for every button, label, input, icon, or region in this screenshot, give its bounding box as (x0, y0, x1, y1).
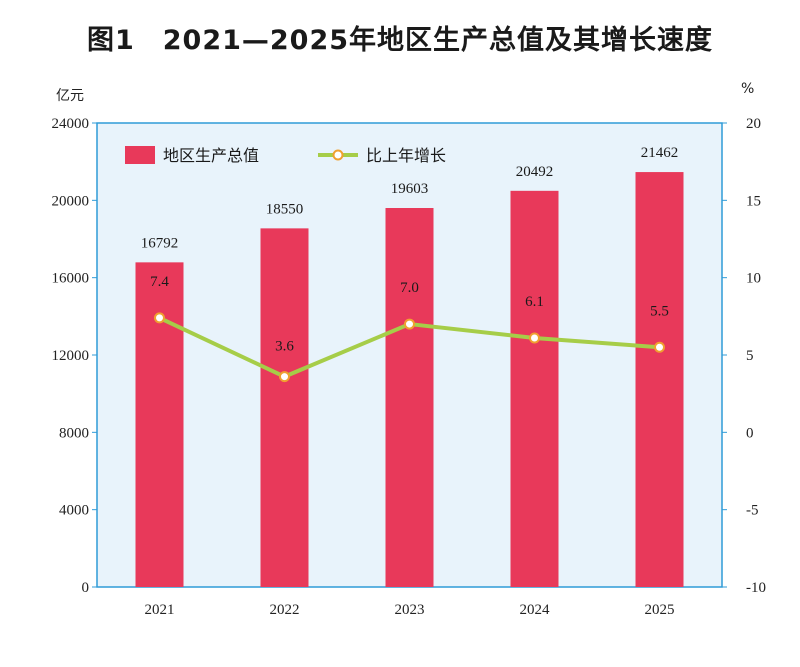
growth-value-label: 7.0 (400, 280, 419, 296)
y-left-tick-label: 24000 (52, 116, 90, 132)
x-tick-label: 2025 (645, 602, 675, 618)
y-right-tick-label: 10 (746, 271, 761, 287)
growth-point (154, 312, 165, 324)
bar (385, 208, 434, 587)
y-left-tick-label: 4000 (59, 503, 89, 519)
y-left-tick-label: 12000 (52, 348, 90, 364)
growth-point (529, 332, 540, 344)
legend-bar-swatch (125, 146, 155, 164)
legend-line-marker (332, 149, 344, 161)
x-tick-label: 2023 (395, 602, 425, 618)
y-right-tick-label: 20 (746, 116, 761, 132)
growth-value-label: 3.6 (275, 339, 294, 355)
bar-value-label: 16792 (141, 235, 179, 251)
growth-point (654, 341, 665, 353)
y-left-unit-label: 亿元 (56, 88, 84, 104)
bar (260, 228, 309, 587)
y-right-tick-label: -10 (746, 580, 766, 596)
bar (135, 262, 184, 587)
y-left-tick-label: 16000 (52, 271, 90, 287)
bar (635, 172, 684, 587)
y-right-tick-label: 5 (746, 348, 754, 364)
x-tick-label: 2021 (145, 602, 175, 618)
y-left-tick-label: 20000 (52, 193, 90, 209)
legend-line-label: 比上年增长 (366, 146, 446, 165)
y-right-unit-label: % (741, 81, 754, 97)
y-left-tick-label: 0 (82, 580, 90, 596)
bar (510, 190, 559, 587)
growth-value-label: 7.4 (150, 274, 169, 290)
growth-point (404, 318, 415, 330)
y-right-tick-label: 0 (746, 425, 754, 441)
growth-value-label: 5.5 (650, 303, 669, 319)
y-right-tick-label: -5 (746, 503, 759, 519)
growth-value-label: 6.1 (525, 294, 544, 310)
chart-title: 图1 2021—2025年地区生产总值及其增长速度 (86, 25, 714, 56)
legend-bar-label: 地区生产总值 (163, 146, 259, 165)
bar-value-label: 20492 (516, 164, 554, 180)
bar-value-label: 18550 (266, 201, 304, 217)
x-tick-label: 2024 (520, 602, 551, 618)
y-left-tick-label: 8000 (59, 425, 89, 441)
y-right-tick-label: 15 (746, 193, 761, 209)
bar-value-label: 19603 (391, 181, 429, 197)
growth-point (279, 371, 290, 383)
bar-value-label: 21462 (641, 145, 679, 161)
x-tick-label: 2022 (270, 602, 300, 618)
